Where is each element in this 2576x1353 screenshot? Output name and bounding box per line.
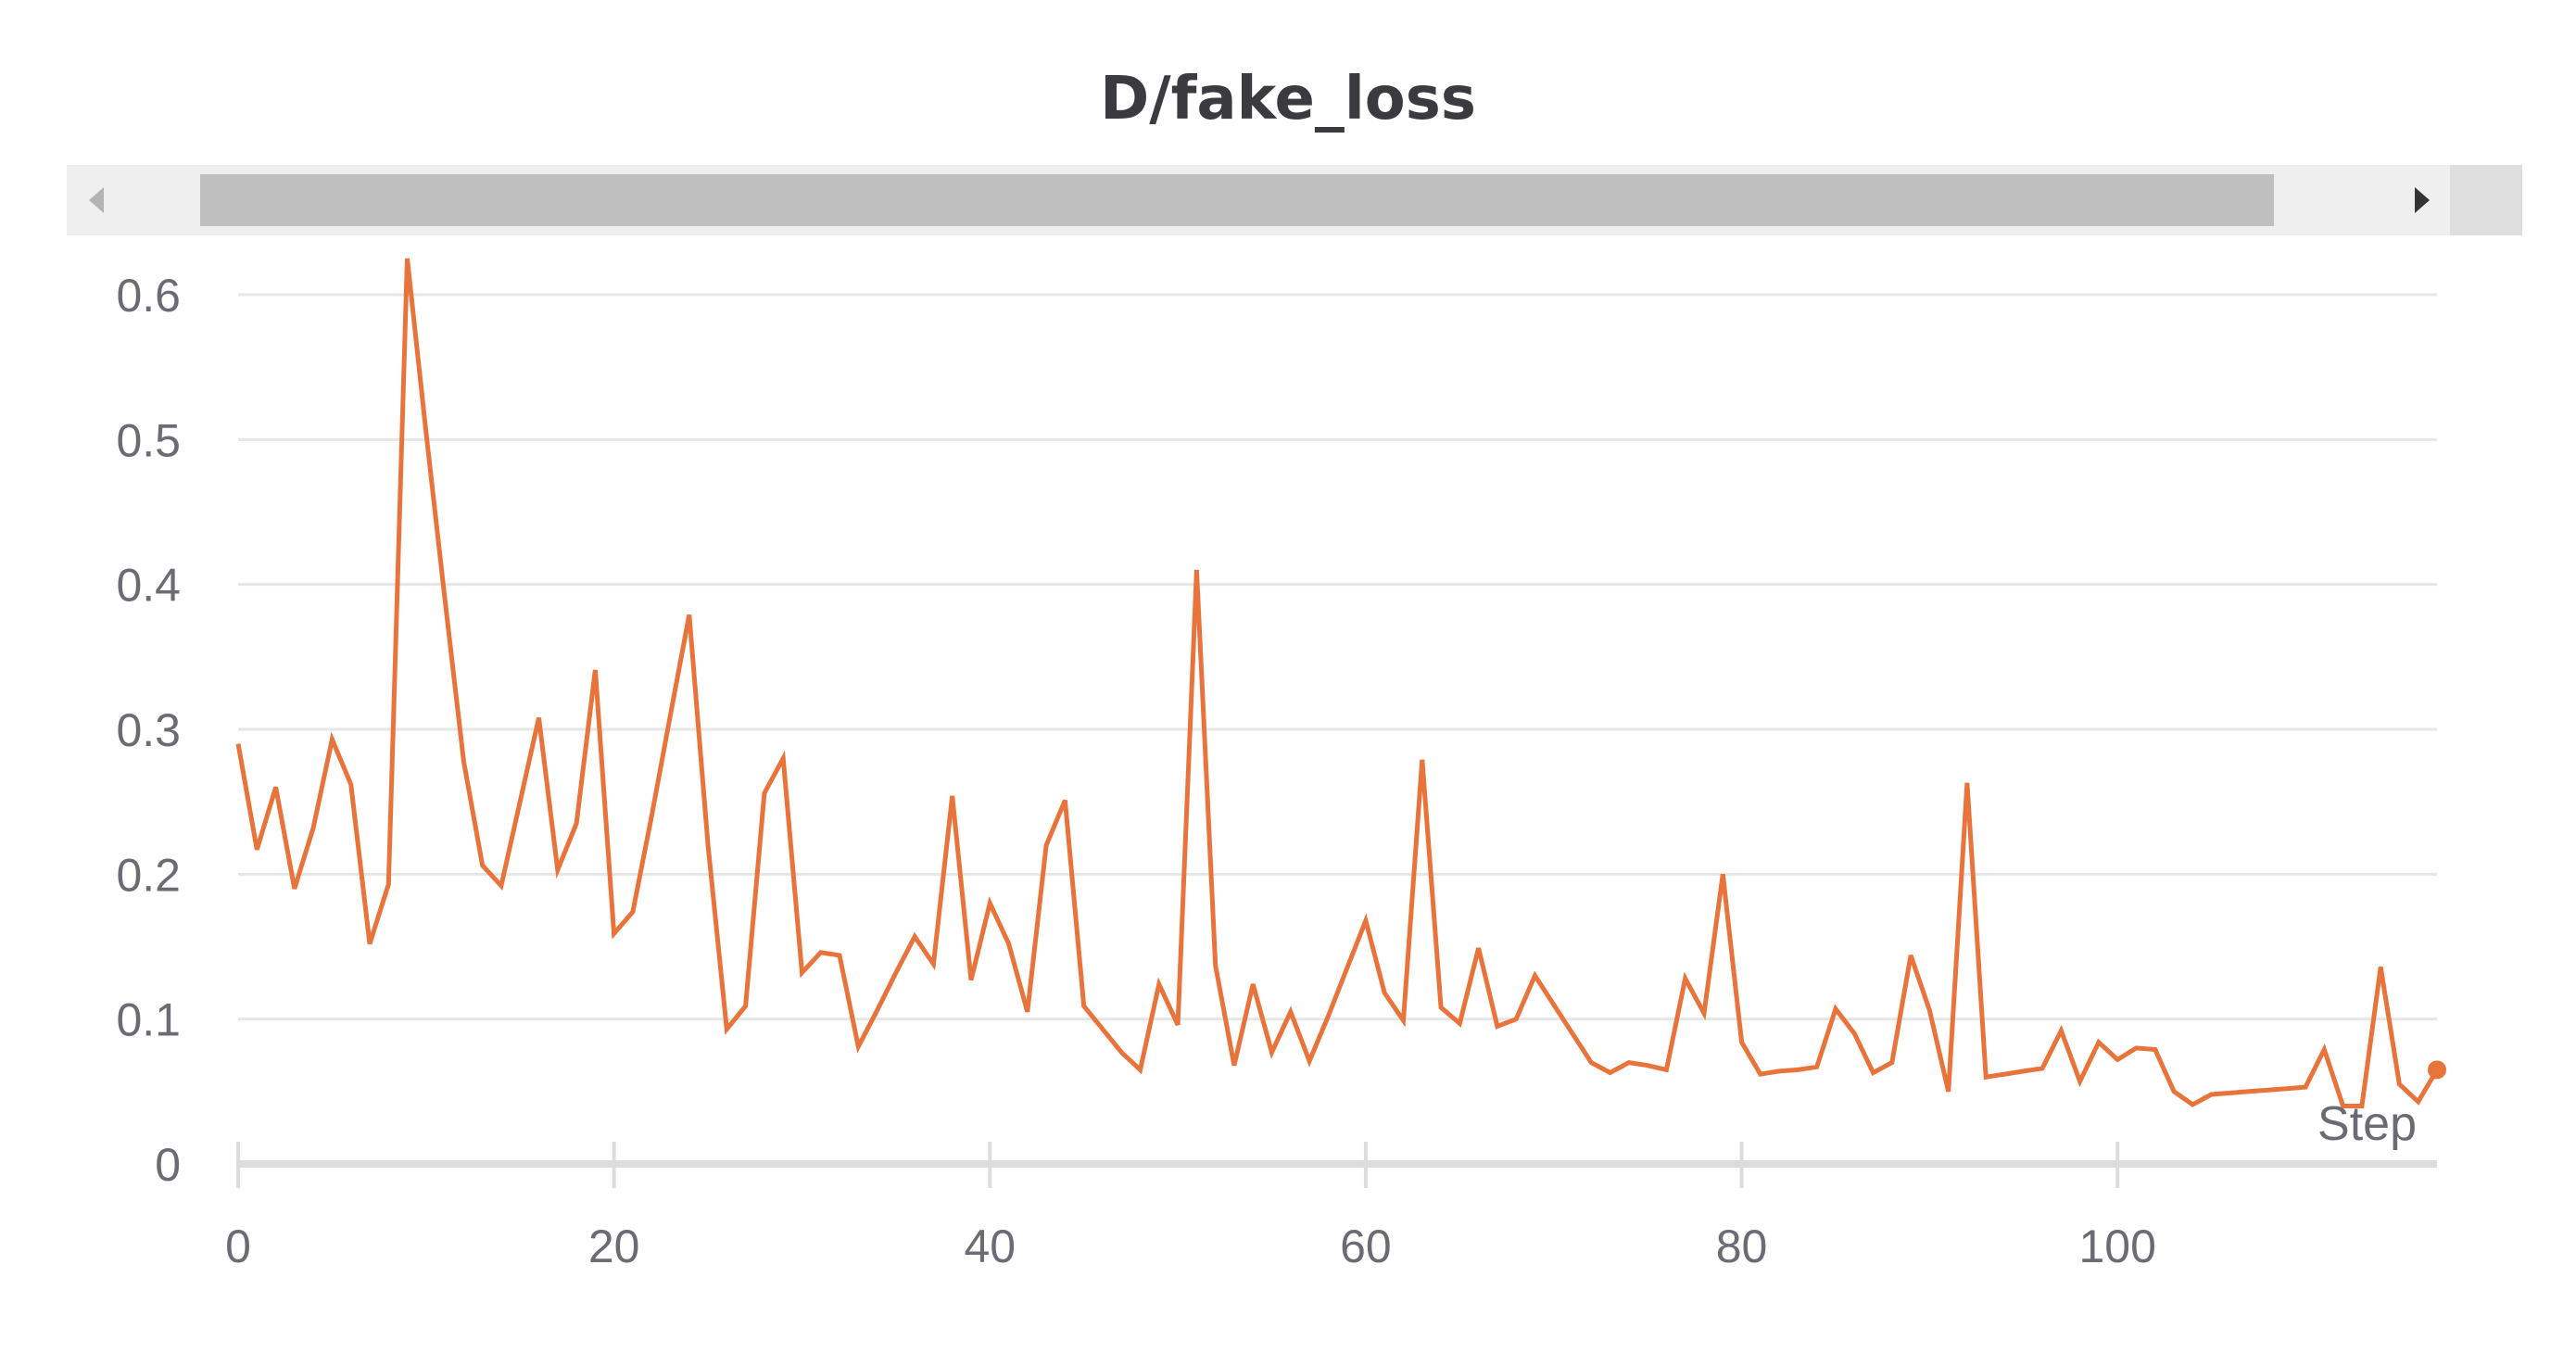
x-tick-label: 40 [964, 1220, 1016, 1272]
x-tick-label: 20 [588, 1220, 640, 1272]
grid-lines [238, 293, 2437, 1021]
chart-title: D/fake_loss [1100, 65, 1476, 133]
x-tick-label: 80 [1716, 1220, 1768, 1272]
scroll-left-arrow-icon[interactable] [67, 165, 122, 235]
y-tick-label: 0.3 [116, 704, 181, 756]
scrollbar-thumb[interactable] [200, 174, 2274, 226]
last-point-marker [2428, 1060, 2446, 1080]
scrollbar-corner [2450, 165, 2522, 235]
series-line [235, 258, 2440, 1108]
scroll-right-arrow-icon[interactable] [2394, 165, 2450, 235]
y-tick-label: 0.5 [116, 414, 181, 466]
x-tick-label: 60 [1340, 1220, 1392, 1272]
x-tick-label: 100 [2078, 1220, 2155, 1272]
y-tick-label: 0.2 [116, 849, 181, 901]
x-axis-label: Step [2317, 1097, 2417, 1151]
y-tick-label: 0.6 [116, 270, 181, 322]
y-axis-ticks: 0 0.1 0.2 0.3 0.4 0.5 0.6 [116, 270, 181, 1191]
y-tick-label: 0.1 [116, 994, 181, 1046]
y-tick-label: 0 [155, 1139, 181, 1191]
horizontal-scrollbar[interactable] [67, 165, 2522, 235]
y-tick-label: 0.4 [116, 560, 181, 612]
x-tick-label: 0 [225, 1220, 251, 1272]
